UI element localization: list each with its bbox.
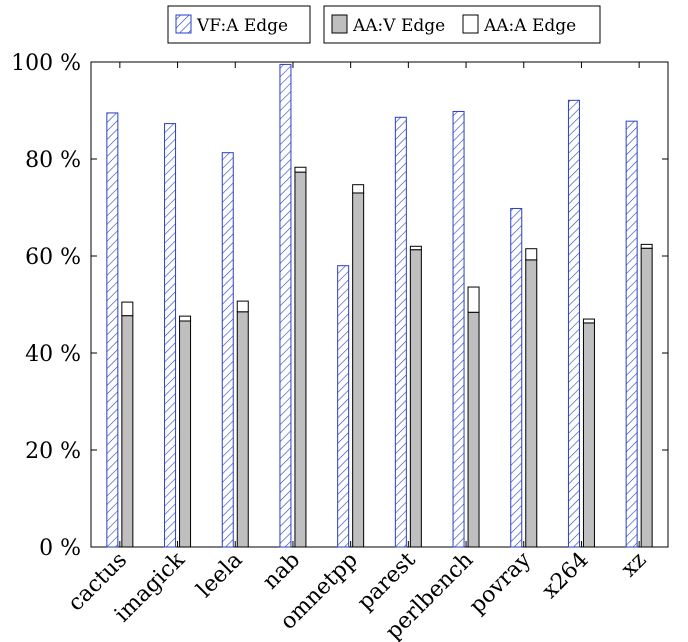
y-tick-label: 80 % [25, 148, 81, 173]
y-tick-label: 20 % [25, 439, 81, 464]
legend-label-aaa: AA:A Edge [483, 16, 576, 36]
legend-swatch-vf [175, 14, 192, 34]
bar-aa-v-edge [236, 311, 249, 548]
legend-label-vf: VF:A Edge [196, 16, 288, 36]
x-tick-label: x264 [538, 548, 594, 604]
legend-swatch-aav [331, 14, 348, 34]
bar-vf-a-edge [221, 152, 234, 548]
bar-aa-a-edge [582, 318, 595, 324]
legend-box-vf [167, 5, 311, 44]
bar-aa-v-edge [525, 259, 538, 548]
bar-vf-a-edge [106, 112, 119, 548]
bar-aa-a-edge [294, 166, 307, 173]
bar-vf-a-edge [567, 99, 580, 548]
bar-aa-v-edge [179, 320, 192, 548]
bar-aa-v-edge [582, 322, 595, 548]
x-tick-label: leela [192, 548, 247, 603]
bar-vf-a-edge [337, 265, 350, 548]
legend-label-aav: AA:V Edge [352, 16, 445, 36]
bar-vf-a-edge [510, 207, 523, 548]
bar-vf-a-edge [625, 120, 638, 548]
bar-aa-a-edge [525, 248, 538, 261]
bar-aa-a-edge [179, 315, 192, 322]
bar-aa-v-edge [467, 311, 480, 548]
x-tick-label: nab [258, 548, 305, 595]
bar-aa-v-edge [121, 315, 134, 548]
y-tick-label: 100 % [11, 51, 81, 76]
bar-vf-a-edge [164, 123, 177, 548]
bar-aa-v-edge [294, 171, 307, 548]
bar-aa-a-edge [409, 245, 422, 251]
bar-aa-a-edge [236, 300, 249, 313]
axis-frame [90, 61, 669, 548]
bar-aa-v-edge [640, 247, 653, 548]
y-tick-label: 0 % [39, 536, 81, 561]
bar-aa-v-edge [409, 249, 422, 548]
x-tick-label: povray [465, 547, 537, 619]
bar-vf-a-edge [394, 116, 407, 548]
bar-aa-a-edge [121, 301, 134, 317]
bar-aa-a-edge [640, 243, 653, 249]
bar-aa-a-edge [467, 286, 480, 313]
y-tick-label: 40 % [25, 342, 81, 367]
y-tick-label: 60 % [25, 245, 81, 270]
x-tick-label: xz [617, 548, 652, 583]
legend-swatch-aaa [462, 14, 479, 34]
bar-aa-v-edge [352, 192, 365, 548]
bar-aa-a-edge [352, 184, 365, 194]
legend-box-aa [323, 5, 601, 44]
legend: VF:A Edge AA:V Edge AA:A Edge [167, 5, 601, 44]
bar-vf-a-edge [452, 110, 465, 548]
bar-vf-a-edge [279, 63, 292, 548]
